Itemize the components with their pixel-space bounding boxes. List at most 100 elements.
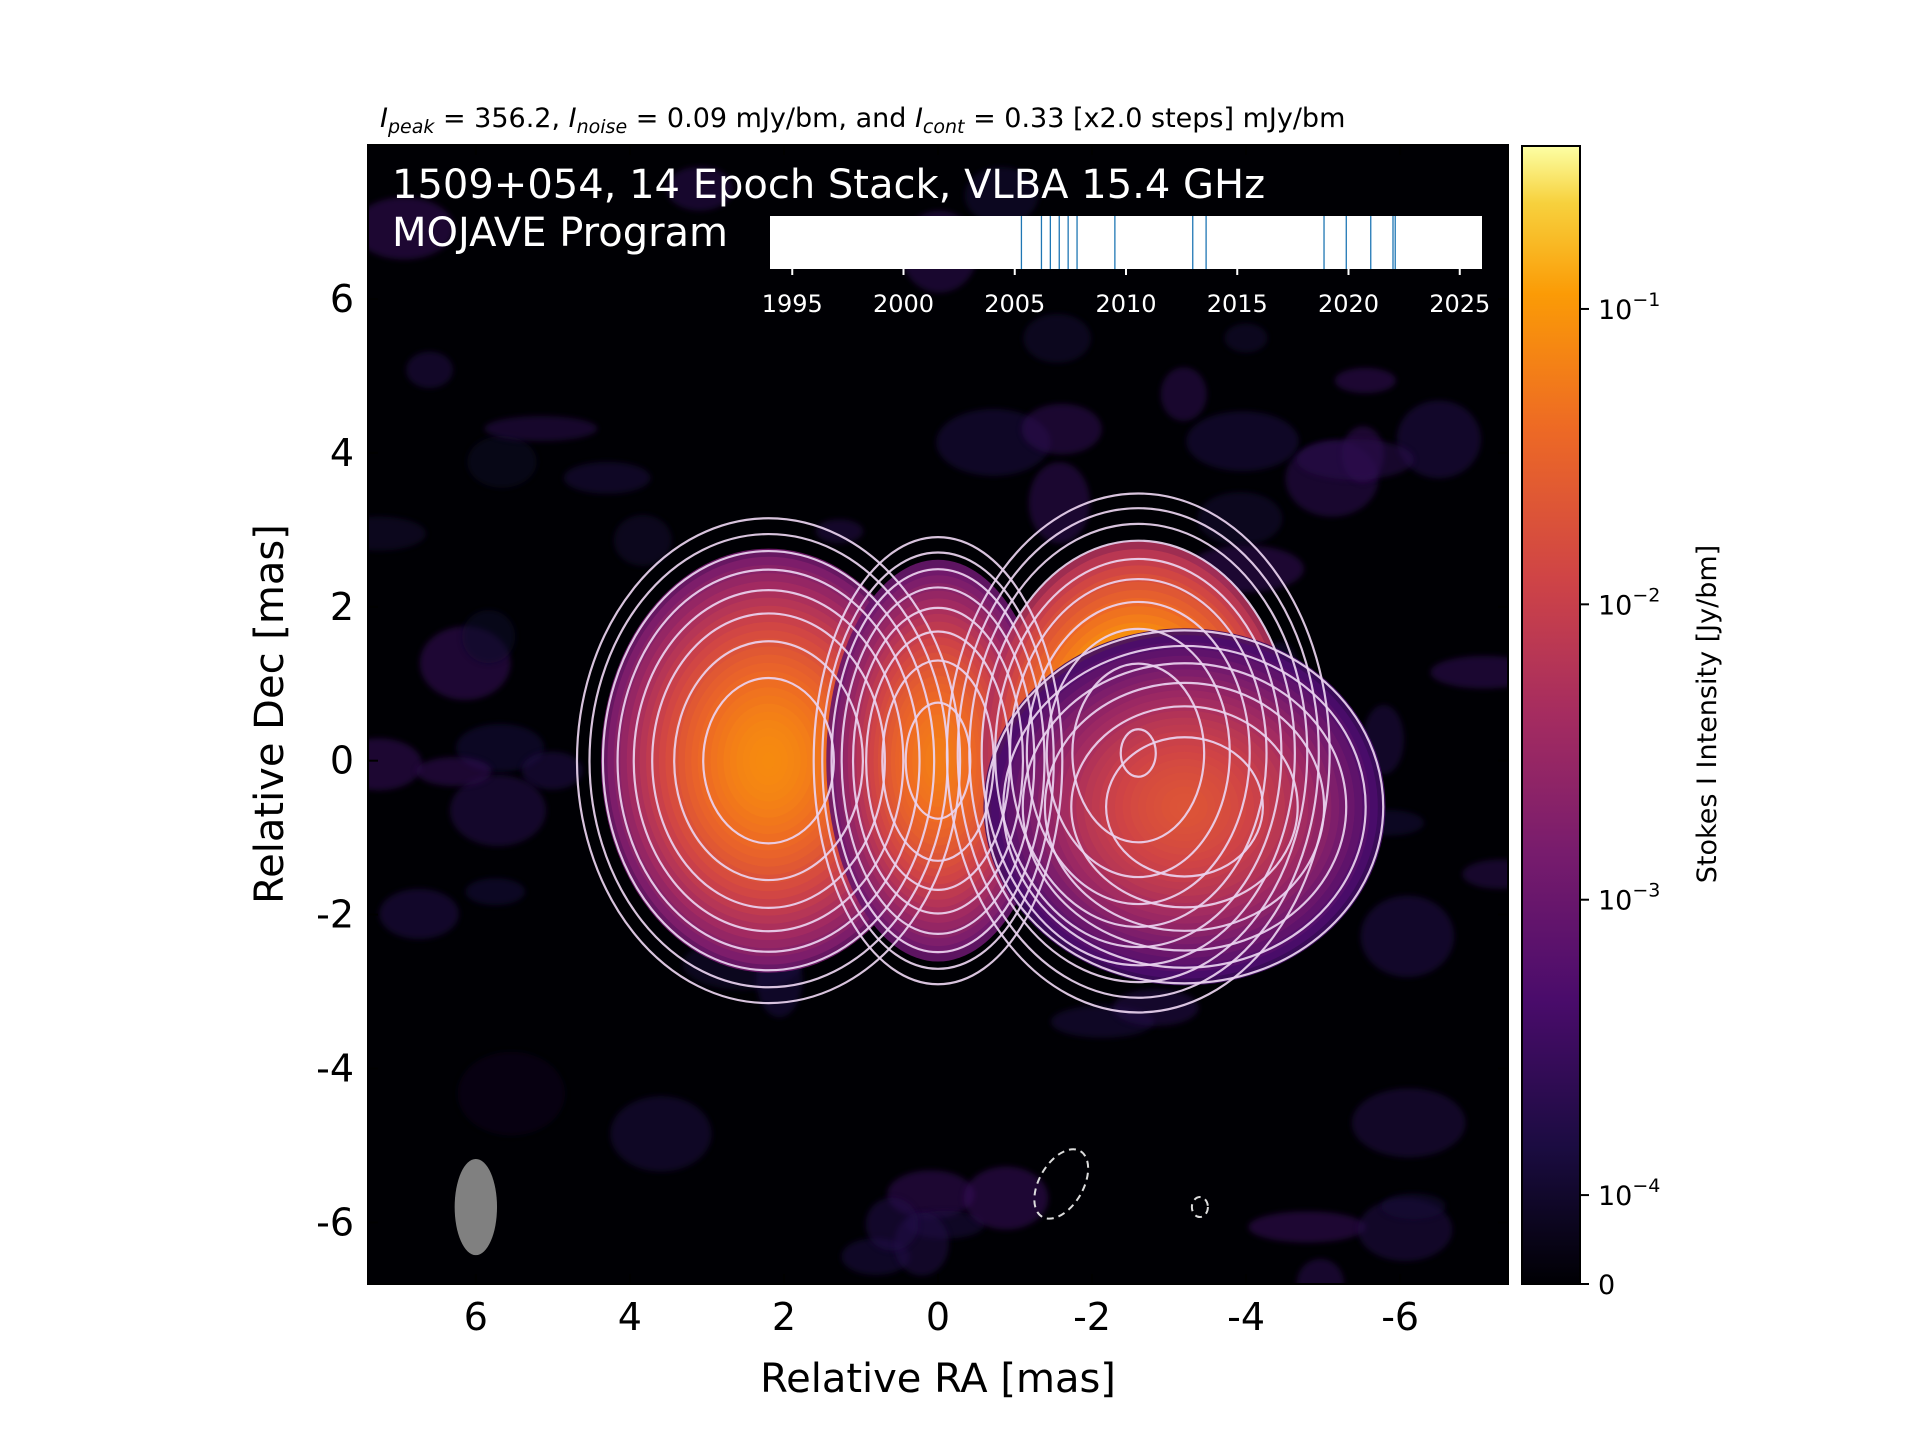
negative-contours [1033, 1148, 1209, 1220]
epoch-timeline: 1995 2000 2005 2010 2015 2020 2025 [762, 216, 1490, 318]
noise-blob [666, 166, 734, 211]
noise-blob [368, 197, 454, 260]
noise-blob [1334, 367, 1396, 394]
epoch-tick-label: 1995 [762, 290, 823, 318]
y-tick-label: 4 [330, 431, 354, 475]
contour [851, 606, 1025, 915]
contour [1070, 705, 1299, 909]
negative-contour [1190, 1196, 1209, 1219]
y-axis-label: Relative Dec [mas] [247, 524, 293, 904]
x-tick-label: -6 [1381, 1295, 1419, 1339]
contour [968, 522, 1309, 984]
epoch-tick-label: 2025 [1429, 290, 1490, 318]
noise-blob [1430, 655, 1508, 689]
noise-blob [963, 1166, 1049, 1230]
contour [840, 586, 1036, 935]
noise-blob [484, 415, 598, 442]
colorbar-label: Stokes I Intensity [Jy/bm] [1692, 545, 1723, 883]
contour [616, 568, 921, 953]
y-tick-label: -4 [316, 1047, 354, 1091]
x-tick-label: -2 [1073, 1295, 1111, 1339]
contour [1008, 577, 1268, 928]
noise-blob [1248, 1211, 1366, 1243]
contour [980, 539, 1296, 967]
noise-blob [521, 751, 583, 790]
y-tick-label: 0 [330, 739, 354, 783]
beam-ellipse [454, 1158, 498, 1256]
noise-blob [465, 878, 526, 906]
noise-blob [416, 756, 492, 787]
noise-blob [1186, 411, 1299, 472]
epoch-tick-label: 2005 [984, 290, 1045, 318]
noise-blob [1296, 439, 1414, 480]
noise-blob [1381, 1193, 1446, 1220]
y-axis: 6 4 2 0 -2 -4 -6 [316, 277, 1508, 1244]
colorbar-tick-label: 10−3 [1598, 880, 1660, 917]
noise-blob [613, 514, 672, 566]
epoch-tick-label: 2000 [873, 290, 934, 318]
colorbar-tick-label: 10−2 [1598, 584, 1660, 621]
noise-blob [936, 408, 1051, 476]
contour [632, 589, 905, 933]
noise-blob [865, 1197, 919, 1251]
noise-blob [964, 166, 1039, 224]
program-title: MOJAVE Program [392, 210, 728, 256]
noise-blob [455, 723, 545, 772]
colorbar-axis: 10−1 10−2 10−3 10−4 0 [1580, 289, 1660, 1301]
y-tick-label: 2 [330, 585, 354, 629]
contour [702, 676, 835, 845]
y-tick-label: -2 [316, 893, 354, 937]
noise-blob [449, 774, 547, 847]
epoch-tick-label: 2015 [1207, 290, 1268, 318]
epoch-tick-label: 2010 [1095, 290, 1156, 318]
noise-blob [1462, 859, 1508, 889]
noise-blob [1360, 895, 1455, 978]
colorbar-zero-label: 0 [1598, 1270, 1615, 1301]
contour [1043, 681, 1326, 932]
noise-blob [368, 738, 423, 791]
contour [651, 612, 886, 909]
epoch-axis: 1995 2000 2005 2010 2015 2020 2025 [762, 269, 1490, 318]
x-axis-label: Relative RA [mas] [760, 1356, 1116, 1402]
contour [673, 640, 864, 882]
contours [575, 492, 1385, 1014]
y-tick-label: -6 [316, 1200, 354, 1244]
contour [830, 568, 1046, 954]
noise-blob [1021, 403, 1102, 455]
contour [1002, 644, 1367, 969]
noise-blob [1160, 367, 1207, 422]
epoch-timeline-box [770, 216, 1482, 269]
epoch-tick-label: 2020 [1318, 290, 1379, 318]
emission-layer [933, 752, 943, 769]
noise-blob [1396, 400, 1482, 479]
contour [601, 549, 936, 972]
x-tick-label: 2 [772, 1295, 796, 1339]
noise-blob [1197, 492, 1283, 546]
noise-blob [1113, 989, 1199, 1027]
noise-blob [610, 1096, 712, 1172]
contour [1071, 662, 1206, 844]
contour [1025, 600, 1251, 906]
contour [984, 629, 1385, 985]
noise-blob [368, 516, 426, 551]
noise-blob [1023, 313, 1092, 363]
noise-blob [457, 1051, 565, 1136]
contour [1021, 662, 1348, 952]
contour [575, 517, 962, 1005]
noise-blob [379, 888, 459, 940]
noise-blob [467, 435, 537, 488]
contour [1045, 627, 1231, 879]
colorbar-tick-label: 10−4 [1598, 1175, 1660, 1212]
colorbar [1521, 145, 1581, 1285]
noise-blob [1351, 1088, 1466, 1158]
contour [812, 536, 1064, 986]
x-tick-label: -4 [1227, 1295, 1265, 1339]
epoch-lines [1020, 216, 1396, 269]
x-tick-label: 6 [464, 1295, 488, 1339]
contour [945, 492, 1331, 1014]
colorbar-tick-label: 10−1 [1598, 289, 1660, 326]
contour [956, 507, 1320, 999]
image-stats-header: Ipeak = 356.2, Inoise = 0.09 mJy/bm, and… [380, 103, 1345, 138]
